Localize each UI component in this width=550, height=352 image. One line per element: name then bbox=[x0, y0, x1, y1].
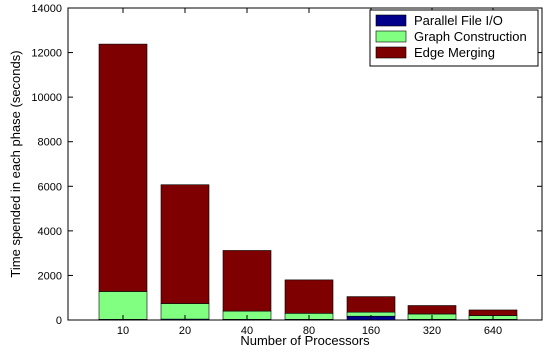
x-tick-label: 640 bbox=[484, 325, 502, 337]
legend-label: Edge Merging bbox=[414, 45, 495, 60]
bar-segment-160-s2 bbox=[346, 296, 396, 313]
y-axis-ticks: 0 2000 4000 6000 8000 10000 12000 14000 bbox=[31, 3, 542, 327]
legend-swatch bbox=[375, 14, 407, 27]
x-tick-label: 40 bbox=[241, 325, 253, 337]
legend-label: Parallel File I/O bbox=[414, 13, 503, 28]
x-tick-label: 160 bbox=[362, 325, 380, 337]
y-tick-label: 8000 bbox=[38, 137, 62, 149]
legend-swatch bbox=[375, 46, 407, 59]
bar-segment-640-s2 bbox=[468, 309, 518, 316]
bar-segment-320-s2 bbox=[407, 305, 457, 315]
y-tick-label: 4000 bbox=[38, 226, 62, 238]
x-tick-label: 320 bbox=[423, 325, 441, 337]
y-tick-label: 0 bbox=[56, 315, 62, 327]
x-tick-label: 10 bbox=[117, 325, 129, 337]
y-tick-label: 6000 bbox=[38, 181, 62, 193]
y-axis-label: Time spended in each phase (seconds) bbox=[8, 50, 23, 277]
bars-group bbox=[98, 43, 518, 321]
y-tick-label: 14000 bbox=[31, 3, 62, 15]
bar-segment-40-s2 bbox=[222, 250, 272, 312]
legend-label: Graph Construction bbox=[414, 29, 527, 44]
y-tick-label: 2000 bbox=[38, 270, 62, 282]
legend-swatch bbox=[375, 30, 407, 43]
x-tick-label: 20 bbox=[179, 325, 191, 337]
x-axis-label: Number of Processors bbox=[240, 333, 370, 348]
x-tick-label: 80 bbox=[303, 325, 315, 337]
y-tick-label: 12000 bbox=[31, 48, 62, 60]
bar-segment-10-s2 bbox=[98, 43, 148, 292]
bar-segment-80-s2 bbox=[284, 279, 334, 314]
y-tick-label: 10000 bbox=[31, 92, 62, 104]
bar-segment-20-s2 bbox=[160, 184, 210, 304]
